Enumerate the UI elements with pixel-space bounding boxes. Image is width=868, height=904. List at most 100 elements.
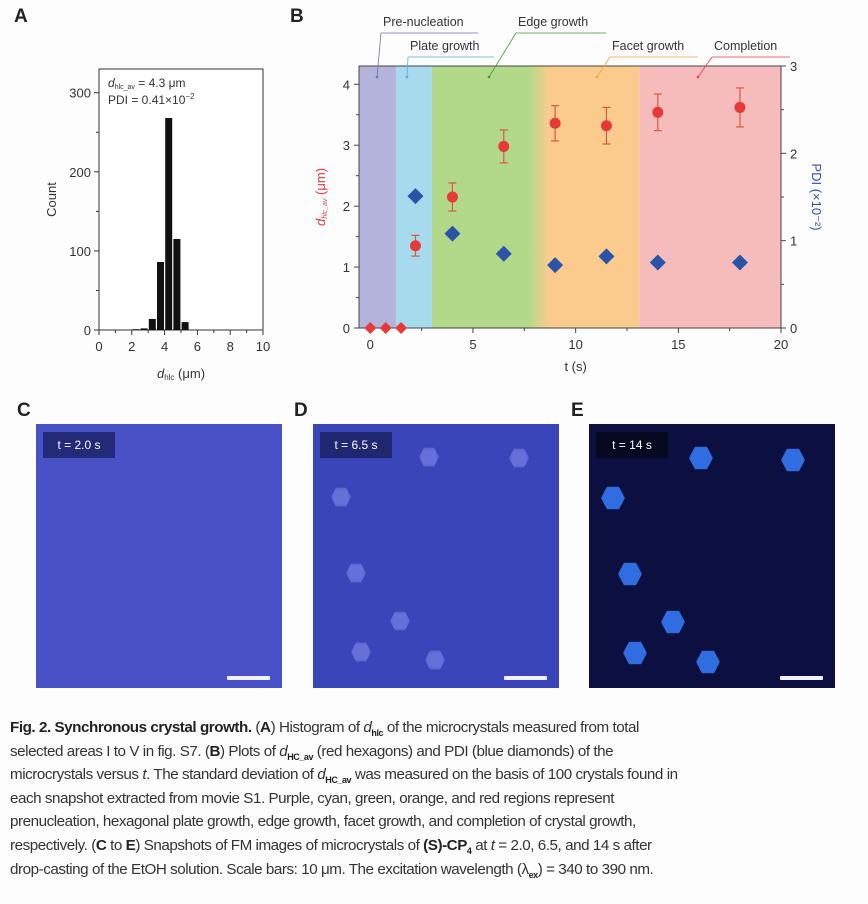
caption-line: respectively. (C to E) Snapshots of FM i… <box>10 834 862 858</box>
x-tick-label: 0 <box>95 339 102 354</box>
caption-text: = 2.0, 6.5, and 14 s after <box>494 836 652 854</box>
panel-label-e: E <box>571 400 584 421</box>
time-label: t = 6.5 s <box>320 432 392 458</box>
caption-text: E <box>125 836 136 854</box>
y-left-tick-label: 3 <box>343 138 350 153</box>
region-label: Pre-nucleation <box>383 15 464 29</box>
caption-text: of the microcrystals measured from total <box>383 719 640 736</box>
y-right-axis-label: PDI (×10⁻²) <box>809 163 824 230</box>
caption-text: d <box>279 742 288 760</box>
caption-text: B <box>209 742 221 760</box>
region-leader <box>596 56 611 78</box>
time-label: t = 14 s <box>596 432 668 458</box>
photo-e: t = 14 s <box>589 424 835 688</box>
microcrystal <box>696 650 720 674</box>
caption-text: was measured on the basis of 100 crystal… <box>351 766 678 784</box>
d-point <box>600 120 612 132</box>
y-tick-label: 0 <box>84 323 91 338</box>
caption-text: drop-casting of the EtOH solution. Scale… <box>10 860 529 878</box>
caption-text: ) Snapshots of FM images of microcrystal… <box>135 836 424 854</box>
caption-text: HC_av <box>325 775 352 786</box>
caption-text: selected areas I to V in fig. S7. ( <box>10 742 210 760</box>
histogram-bar <box>181 322 189 330</box>
microcrystal <box>331 487 351 507</box>
caption-line: drop-casting of the EtOH solution. Scale… <box>10 858 862 882</box>
region-leader-dot <box>696 75 700 79</box>
x-tick-label: 5 <box>469 337 476 352</box>
x-tick-label: 10 <box>256 339 270 354</box>
x-tick-label: 4 <box>161 339 168 354</box>
d-point <box>652 106 664 118</box>
x-tick-label: 0 <box>367 337 374 352</box>
caption-text: t <box>142 766 147 784</box>
caption-text: prenucleation, hexagonal plate growth, e… <box>10 813 636 831</box>
region-label: Completion <box>714 39 777 53</box>
histogram-bar <box>173 239 181 330</box>
histogram-bar <box>148 318 156 330</box>
microcrystal <box>419 447 439 467</box>
pdi-point <box>495 245 512 262</box>
caption-text: microcrystals versus <box>10 766 143 784</box>
ann-val: = 4.3 μm <box>135 76 186 90</box>
x-tick-label: 6 <box>194 339 201 354</box>
x-axis-var: d <box>157 366 165 381</box>
y-right-tick-label: 0 <box>790 321 797 336</box>
caption-text: respectively. ( <box>10 836 96 854</box>
caption-line: Fig. 2. Synchronous crystal growth. (A) … <box>10 716 862 740</box>
annotation-mean: dhlc_av = 4.3 μm <box>108 76 186 91</box>
ann-var: d <box>108 76 115 90</box>
region-leader <box>488 32 517 78</box>
x-tick-label: 20 <box>774 337 788 352</box>
caption-text: ( <box>251 719 261 736</box>
x-axis-label: t (s) <box>564 359 586 374</box>
histogram-bar <box>157 261 164 330</box>
caption-text: ex <box>528 869 539 880</box>
time-label: t = 2.0 s <box>43 432 115 458</box>
annotation-pdi: PDI = 0.41×10−2 <box>108 92 195 107</box>
pdi-point <box>731 254 748 271</box>
caption-text: C <box>95 836 107 854</box>
panel-label-d: D <box>294 400 308 421</box>
x-tick-label: 2 <box>128 339 135 354</box>
caption-text: . The standard deviation of <box>146 766 318 784</box>
region-leader <box>406 56 409 78</box>
microcrystal <box>390 611 410 631</box>
microcrystal <box>618 562 642 586</box>
ann-sup: −2 <box>185 92 195 101</box>
x-axis-unit: (μm) <box>174 366 205 381</box>
x-tick-label: 15 <box>671 337 685 352</box>
region-pre-nucleation <box>359 66 396 328</box>
pdi-point <box>407 188 424 205</box>
histogram-bar <box>132 329 140 330</box>
y-right-tick-label: 1 <box>790 234 797 249</box>
y-tick-label: 200 <box>69 165 91 180</box>
caption-text: at <box>471 836 491 854</box>
caption-text: Fig. 2. Synchronous crystal growth. <box>10 719 252 736</box>
scale-bar <box>504 676 547 680</box>
microcrystal <box>346 563 366 583</box>
d-point <box>409 240 421 252</box>
caption-text: HC_av <box>287 751 314 762</box>
caption-text: each snapshot extracted from movie S1. P… <box>10 789 614 807</box>
scale-bar <box>227 676 270 680</box>
region-leader-dot <box>405 75 409 79</box>
y-right-tick-label: 3 <box>790 59 797 74</box>
pdi-point <box>444 225 461 242</box>
region-leader <box>376 32 382 78</box>
d-point <box>364 322 377 334</box>
ann-pdi: PDI = 0.41×10 <box>108 93 186 107</box>
caption-text: d <box>363 719 372 736</box>
microcrystal <box>623 641 647 665</box>
y-left-tick-label: 4 <box>343 77 350 92</box>
panel-label-c: C <box>17 400 31 421</box>
caption-line: microcrystals versus t. The standard dev… <box>10 763 862 787</box>
x-axis-sub: hlc <box>164 373 174 382</box>
caption-text: (red hexagons) and PDI (blue diamonds) o… <box>313 742 614 760</box>
microcrystal <box>661 610 685 634</box>
region-leader <box>697 56 713 78</box>
caption-text: d <box>317 766 326 784</box>
d-point <box>549 117 561 129</box>
